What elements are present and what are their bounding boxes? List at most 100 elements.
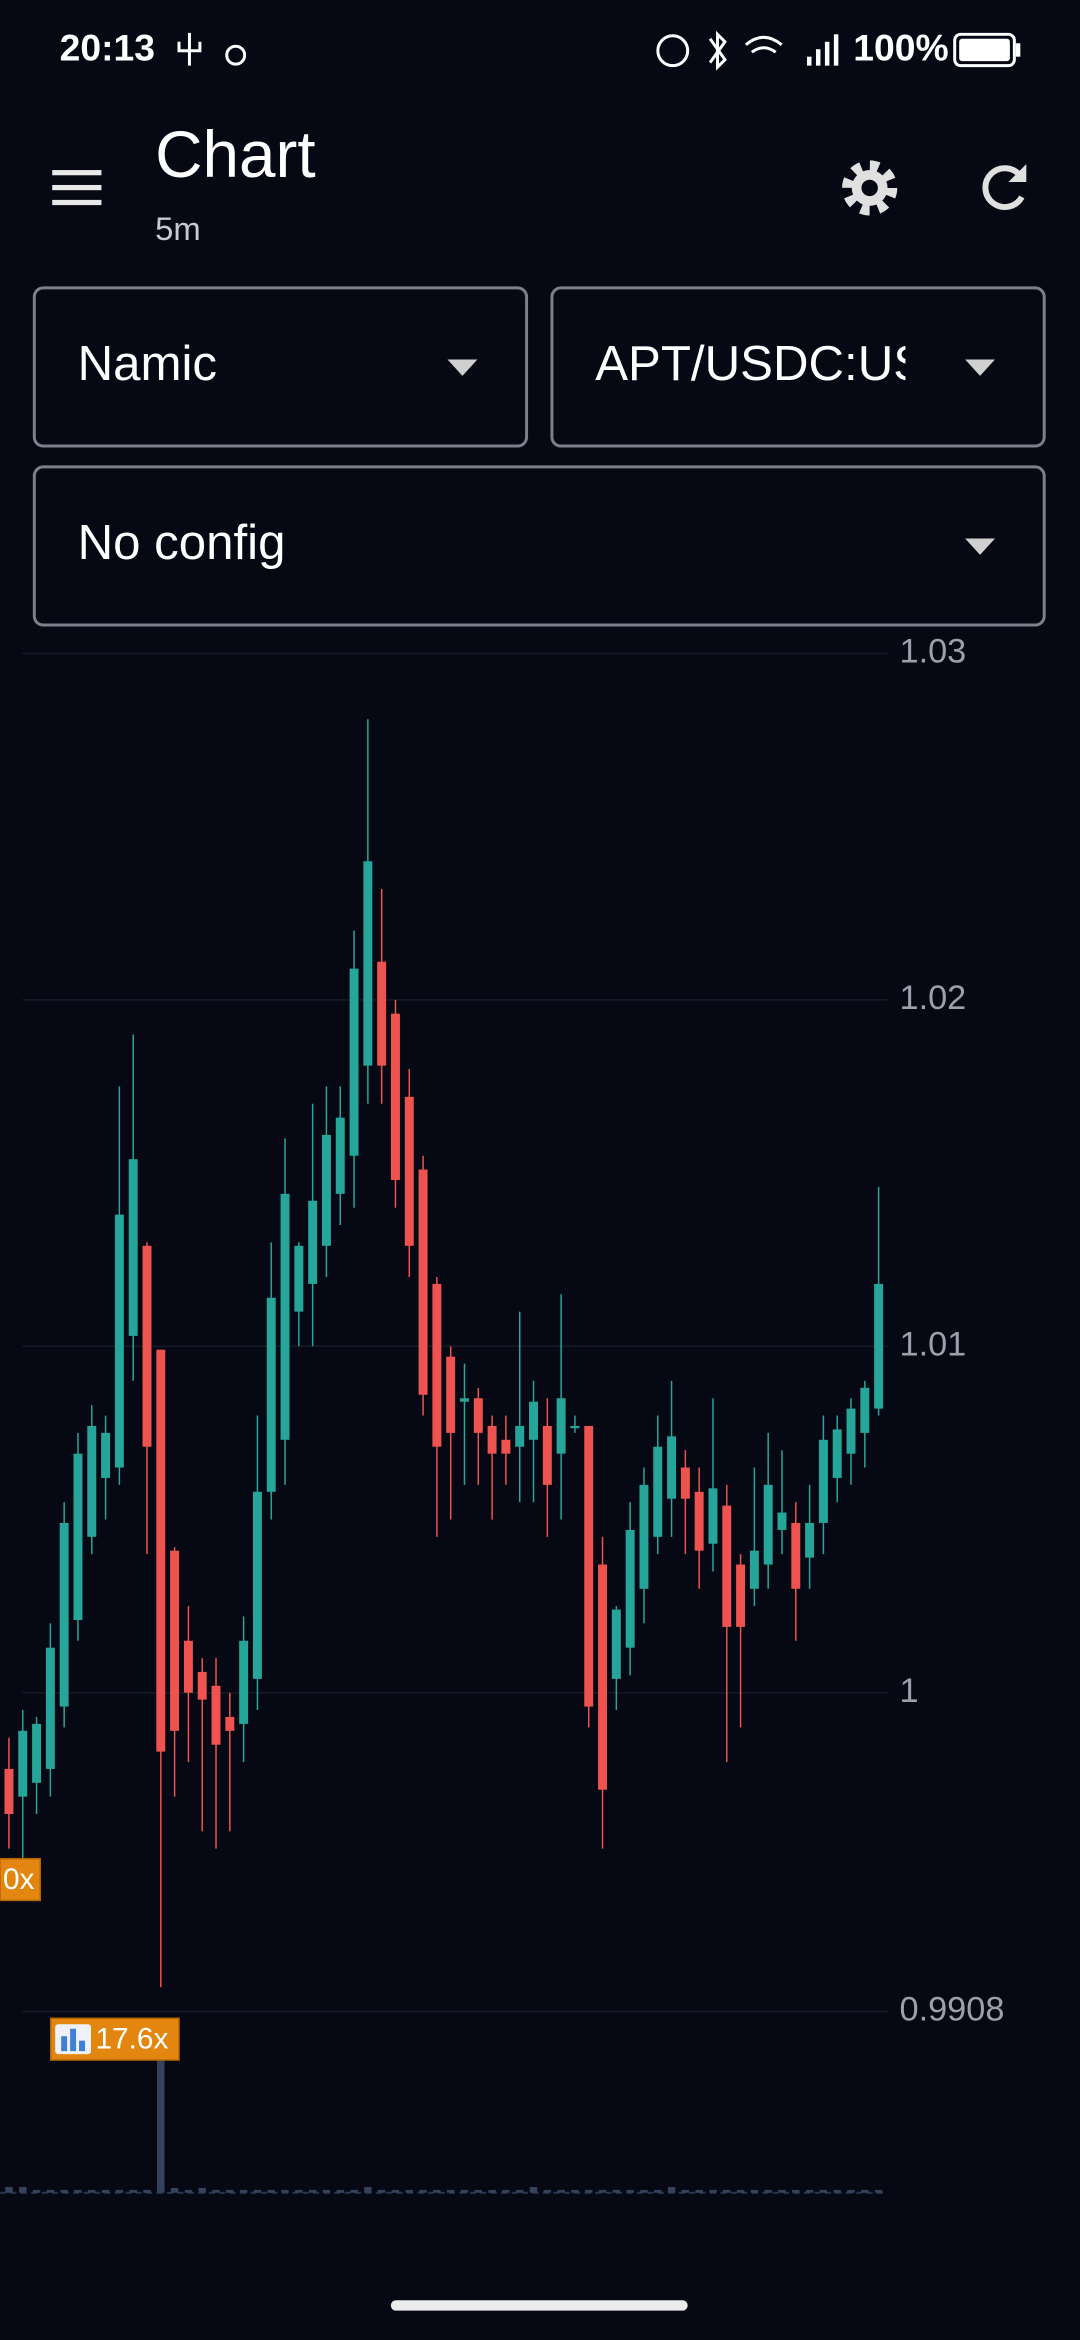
candle-body — [59, 1522, 69, 1707]
y-tick-label: 1 — [900, 1672, 919, 1710]
candle-body — [556, 1398, 566, 1454]
candle-body — [156, 1349, 166, 1752]
y-tick-label: 1.03 — [900, 632, 967, 670]
candle-body — [363, 861, 373, 1066]
volume-bar — [474, 2189, 483, 2193]
volume-bar — [391, 2189, 400, 2193]
volume-bar — [281, 2189, 289, 2193]
signal-icon — [807, 34, 839, 66]
settings-button[interactable] — [842, 160, 898, 216]
menu-button[interactable] — [52, 170, 102, 206]
volume-bar — [377, 2189, 386, 2193]
volume-bar — [833, 2189, 841, 2193]
volume-bar — [792, 2189, 800, 2193]
alarm-icon — [225, 44, 247, 66]
status-time: 20:13 — [60, 27, 155, 69]
candle-body — [183, 1640, 193, 1693]
volume-bar — [5, 2186, 13, 2193]
volume-bar — [874, 2189, 883, 2193]
annotation-label: 0x — [3, 1863, 35, 1896]
candle-body — [211, 1685, 221, 1745]
candle-body — [777, 1512, 787, 1530]
candle-body — [87, 1425, 97, 1537]
volume-bar — [253, 2189, 262, 2193]
exchange-dropdown[interactable]: Namic — [32, 286, 529, 448]
candlestick-chart: 1.03 1.02 1.01 1 0.9908 0x 17.6x — [0, 632, 1004, 2194]
battery-level — [959, 38, 1010, 62]
volume-bar — [446, 2189, 455, 2193]
volume-bar — [19, 2186, 27, 2193]
volume-bar — [143, 2189, 151, 2193]
candle-body — [142, 1245, 152, 1447]
volume-bar — [405, 2189, 414, 2193]
candle-body — [18, 1730, 28, 1797]
volume-bar — [861, 2189, 869, 2193]
candle-body — [611, 1609, 621, 1679]
candle-body — [501, 1439, 511, 1454]
candle-body — [446, 1356, 456, 1433]
volume-bar — [805, 2189, 814, 2193]
volume-bar — [584, 2189, 593, 2193]
volume-bar — [502, 2189, 510, 2193]
volume-bar — [460, 2189, 469, 2193]
volume-bar — [488, 2189, 496, 2193]
candle-body — [294, 1245, 304, 1312]
candle-body — [418, 1169, 428, 1395]
candle-body — [225, 1716, 235, 1731]
volume-bar — [157, 2021, 165, 2193]
volume-bar — [32, 2189, 41, 2193]
candle-body — [749, 1550, 759, 1589]
volume-bar — [598, 2189, 607, 2193]
candle-body — [101, 1432, 111, 1478]
volume-bar — [778, 2189, 786, 2193]
status-icons — [177, 30, 783, 71]
volume-bar — [46, 2189, 55, 2193]
volume-bar — [571, 2189, 579, 2193]
volume-bar — [364, 2186, 372, 2193]
candle-body — [487, 1425, 497, 1454]
candle-body — [170, 1550, 180, 1731]
volume-bar — [350, 2189, 358, 2193]
bluetooth-icon — [708, 30, 727, 71]
candle-body — [515, 1425, 525, 1447]
volume-bar — [101, 2189, 110, 2193]
battery-tip — [1015, 43, 1021, 57]
volume-bar — [847, 2189, 855, 2193]
volume-bar — [695, 2189, 703, 2193]
candle-body — [722, 1505, 732, 1627]
candle-body — [239, 1640, 249, 1724]
volume-bar — [267, 2189, 275, 2193]
config-dropdown[interactable]: No config — [32, 465, 1046, 627]
candle-body — [529, 1401, 538, 1440]
volume-bar — [336, 2189, 344, 2193]
candle-body — [832, 1429, 842, 1478]
candle-body — [45, 1647, 55, 1769]
config-value: No config — [78, 515, 286, 570]
volume-bar — [640, 2189, 648, 2193]
badge-icon-bar — [61, 2036, 68, 2052]
candle-body — [114, 1214, 124, 1468]
volume-bar — [129, 2189, 137, 2193]
volume-bar — [226, 2189, 234, 2193]
candle-body — [736, 1564, 746, 1627]
candle-body — [335, 1117, 345, 1194]
candle-body — [308, 1200, 318, 1284]
volume-bar — [184, 2189, 193, 2193]
volume-bar — [723, 2189, 731, 2193]
pair-dropdown[interactable]: APT/USDC:USDC — [550, 286, 1046, 448]
badge-icon-bar — [79, 2040, 86, 2052]
volume-bar — [322, 2189, 331, 2193]
candle-body — [584, 1425, 594, 1707]
badge-icon-bar — [70, 2028, 77, 2052]
refresh-button[interactable] — [982, 164, 1027, 210]
y-tick-label: 1.02 — [900, 979, 967, 1017]
volume-bar — [433, 2189, 441, 2193]
volume-bar — [198, 2187, 206, 2193]
volume-bar — [626, 2189, 634, 2193]
candle-body — [667, 1436, 677, 1499]
candle-body — [404, 1096, 414, 1246]
volume-bar — [515, 2189, 524, 2193]
